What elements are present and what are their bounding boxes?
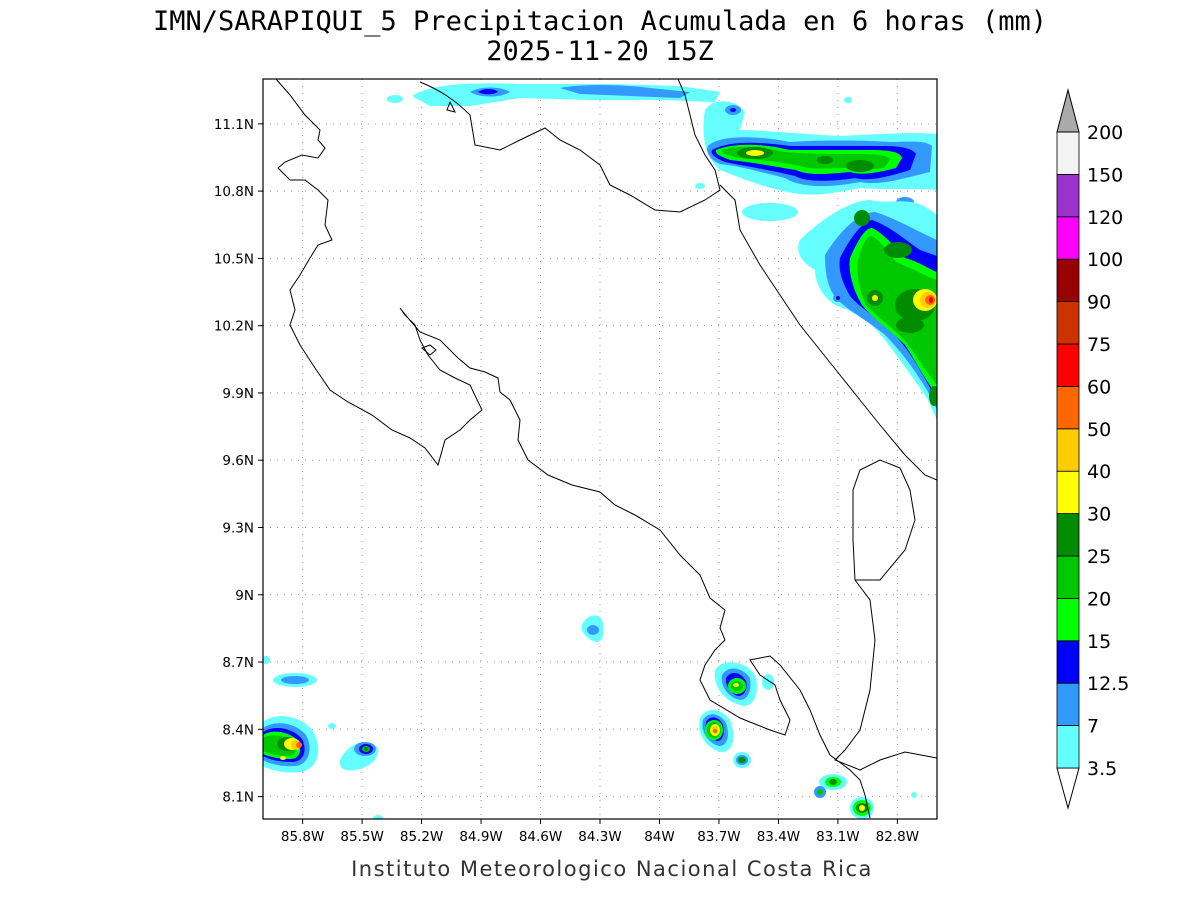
colorbar-label: 25 — [1087, 546, 1111, 568]
precip-cluster-southeast — [814, 774, 917, 819]
lon-tick-label: 85.2W — [400, 829, 443, 845]
coastline-panama-south — [834, 579, 937, 771]
colorbar-swatch — [1056, 470, 1080, 515]
lake-island — [421, 344, 437, 356]
grid-lines — [263, 79, 937, 819]
lon-tick-label: 84W — [644, 829, 675, 845]
border-panama — [852, 459, 916, 581]
colorbar-swatch — [1056, 640, 1080, 684]
colorbar-swatch — [1056, 725, 1080, 769]
lon-tick-label: 85.8W — [281, 829, 324, 845]
lon-tick-label: 84.6W — [519, 829, 562, 845]
border-nicaragua — [419, 79, 721, 213]
colorbar-label: 150 — [1087, 164, 1123, 186]
lon-tick-label: 83.7W — [697, 829, 740, 845]
colorbar-label: 30 — [1087, 504, 1111, 526]
lon-tick-label: 83.1W — [816, 829, 859, 845]
colorbar-label: 60 — [1087, 376, 1111, 398]
lat-tick-label: 8.1N — [222, 790, 254, 806]
colorbar-swatch — [1056, 428, 1080, 472]
precip-cluster-osa — [699, 662, 774, 768]
precip-cluster-east — [798, 97, 937, 420]
lon-tick-label: 84.3W — [578, 829, 621, 845]
colorbar-swatch — [1056, 301, 1080, 345]
colorbar-label: 120 — [1087, 207, 1123, 229]
lat-tick-label: 9.3N — [222, 520, 254, 536]
colorbar-label: 40 — [1087, 461, 1111, 483]
colorbar-label: 3.5 — [1087, 758, 1117, 780]
colorbar-swatch — [1056, 385, 1080, 430]
precip-cluster-central — [581, 615, 604, 642]
colorbar-label: 75 — [1087, 334, 1111, 356]
colorbar-label: 15 — [1087, 631, 1111, 653]
precip-cluster-west — [263, 656, 383, 819]
island-north — [446, 100, 456, 113]
lat-tick-label: 8.4N — [222, 722, 254, 738]
precip-cluster-northeast — [695, 101, 937, 221]
colorbar-label: 200 — [1087, 122, 1123, 144]
colorbar-label: 12.5 — [1087, 673, 1129, 695]
precipitation-field — [263, 83, 937, 819]
lat-tick-label: 10.8N — [214, 184, 254, 200]
colorbar-swatch — [1056, 598, 1080, 642]
precip-cluster-north — [387, 83, 720, 106]
lat-tick-label: 9N — [235, 588, 254, 604]
colorbar-label: 50 — [1087, 419, 1111, 441]
lat-tick-label: 10.2N — [214, 319, 254, 335]
colorbar-over-triangle — [1056, 88, 1080, 133]
lat-tick-label: 11.1N — [214, 117, 254, 133]
lat-tick-label: 9.9N — [222, 386, 254, 402]
colorbar-under-triangle — [1056, 767, 1080, 810]
colorbar-label: 90 — [1087, 292, 1111, 314]
colorbar-swatch — [1056, 343, 1080, 387]
colorbar-swatch — [1056, 682, 1080, 727]
lon-tick-label: 82.8W — [876, 829, 919, 845]
lon-tick-label: 85.5W — [340, 829, 383, 845]
colorbar-label: 20 — [1087, 588, 1111, 610]
longitude-axis: 85.8W 85.5W 85.2W 84.9W 84.6W 84.3W 84W 83.7W 83… — [281, 819, 919, 845]
colorbar-swatch — [1056, 555, 1080, 599]
map-datetime: 2025-11-20 15Z — [486, 36, 714, 67]
latitude-axis: 11.1N 10.8N 10.5N 10.2N 9.9N 9.6N 9.3N 9N 8.7N 8.… — [214, 117, 263, 806]
colorbar-legend: 3.5 7 12.5 15 20 25 30 40 50 60 75 90 100 120 150 200 — [1056, 88, 1129, 810]
lat-tick-label: 8.7N — [222, 655, 254, 671]
colorbar-swatch — [1056, 258, 1080, 303]
colorbar-swatch — [1056, 173, 1080, 218]
colorbar-swatch — [1056, 131, 1080, 175]
coastlines-borders — [275, 79, 937, 819]
colorbar-label: 100 — [1087, 249, 1123, 271]
colorbar-swatch — [1056, 216, 1080, 260]
lat-tick-label: 9.6N — [222, 453, 254, 469]
credit-text: Instituto Meteorologico Nacional Costa R… — [351, 857, 873, 881]
coastline-pacific — [275, 79, 871, 819]
lat-tick-label: 10.5N — [214, 251, 254, 267]
colorbar-swatch — [1056, 513, 1080, 557]
colorbar-label: 7 — [1087, 716, 1099, 738]
coastline-caribbean — [719, 184, 937, 481]
map-title: IMN/SARAPIQUI_5 Precipitacion Acumulada … — [153, 6, 1047, 37]
lon-tick-label: 84.9W — [459, 829, 502, 845]
lon-tick-label: 83.4W — [757, 829, 800, 845]
